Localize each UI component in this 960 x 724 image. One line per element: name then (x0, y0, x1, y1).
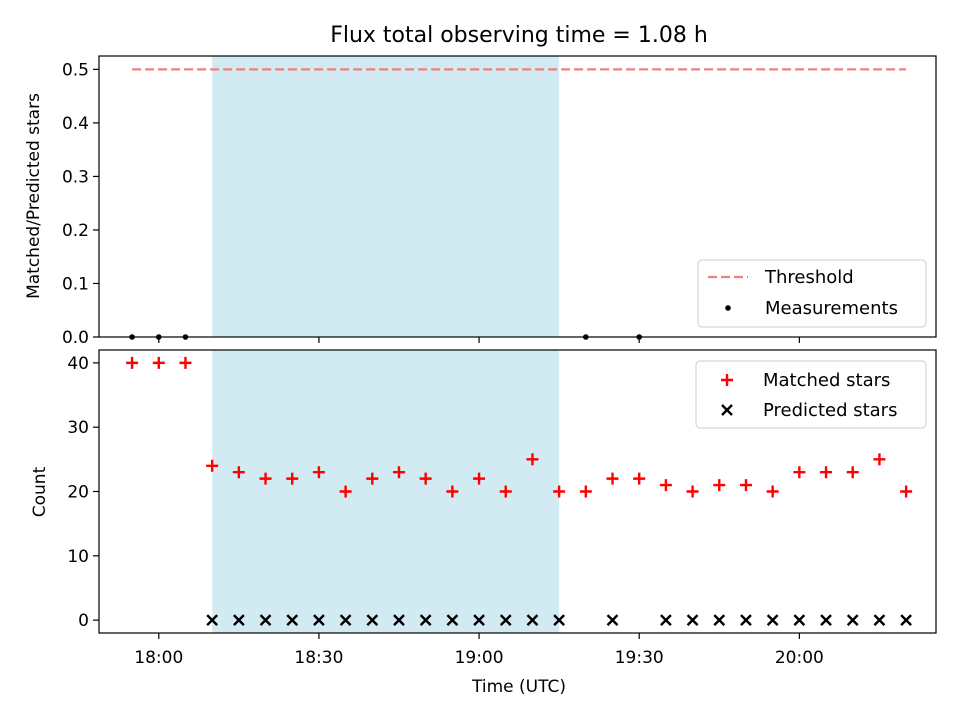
matched-star-point (366, 472, 379, 485)
matched-star-point (152, 356, 165, 369)
chart-title: Flux total observing time = 1.08 h (330, 23, 708, 48)
y-tick-label: 20 (67, 483, 89, 503)
bottom-panel: 0 10 20 30 40 18:00 18:30 19:00 19:30 20:00 Matche… (67, 349, 937, 668)
predicted-star-point (339, 614, 352, 626)
predicted-star-point (606, 614, 619, 626)
matched-star-point (739, 479, 752, 492)
matched-star-point (206, 459, 219, 472)
y-tick-label: 0.4 (62, 114, 89, 134)
matched-star-point (446, 485, 459, 498)
predicted-star-point (740, 614, 752, 626)
observing-span (212, 56, 560, 337)
top-panel: 0.0 0.1 0.2 0.3 0.4 0.5 Threshold Measurements (62, 55, 937, 348)
x-tick-label: 18:00 (134, 648, 183, 668)
predicted-star-point (526, 614, 539, 626)
y-tick-label: 0.1 (62, 274, 89, 294)
y-tick-label: 0.3 (62, 167, 89, 187)
x-tick-label: 19:30 (615, 648, 664, 668)
predicted-star-point (446, 614, 459, 626)
matched-star-point (606, 472, 619, 485)
predicted-star-point (366, 614, 379, 626)
legend-box (695, 360, 927, 429)
top-legend: Threshold Measurements (697, 259, 927, 328)
predicted-star-point (233, 614, 245, 626)
matched-star-point (526, 453, 539, 466)
legend-matched-swatch (721, 374, 733, 386)
predicted-star-point (313, 614, 325, 626)
y-tick-label: 0.2 (62, 221, 89, 241)
x-tick-label: 20:00 (775, 648, 824, 668)
matched-star-point (339, 485, 352, 498)
legend-predicted-swatch (721, 404, 733, 416)
predicted-star-point (259, 614, 272, 626)
legend-predicted-label: Predicted stars (763, 400, 897, 421)
predicted-star-point (393, 614, 405, 626)
matched-star-point (793, 466, 806, 479)
bottom-y-axis-label: Count (30, 466, 50, 517)
matched-star-point (499, 485, 512, 498)
y-tick-label: 10 (67, 547, 89, 567)
predicted-star-point (820, 614, 832, 626)
x-tick-label: 18:30 (294, 648, 343, 668)
y-tick-label: 0.0 (62, 328, 89, 348)
x-tick-label: 19:00 (455, 648, 504, 668)
predicted-star-point (553, 614, 565, 626)
matched-star-point (713, 479, 726, 492)
matched-star-point (179, 356, 192, 369)
y-tick-label: 40 (67, 354, 89, 374)
predicted-star-point (499, 614, 512, 626)
y-tick-label: 0 (78, 611, 89, 631)
predicted-star-point (846, 614, 859, 626)
predicted-star-point (713, 614, 726, 626)
matched-star-point (419, 472, 432, 485)
predicted-star-point (419, 614, 432, 626)
top-y-axis-label: Matched/Predicted stars (24, 93, 44, 299)
predicted-star-point (900, 614, 912, 626)
matched-star-point (232, 466, 245, 479)
x-axis-label: Time (UTC) (471, 677, 566, 697)
matched-star-point (686, 485, 699, 498)
y-tick-label: 0.5 (62, 60, 89, 80)
legend-box (697, 259, 927, 328)
legend-measurement-label: Measurements (765, 298, 898, 319)
predicted-star-point (686, 614, 699, 626)
predicted-star-point (206, 614, 219, 626)
y-tick-label: 30 (67, 418, 89, 438)
matched-star-point (633, 472, 646, 485)
predicted-star-point (286, 614, 299, 626)
matched-star-point (312, 466, 325, 479)
matched-star-point (259, 472, 272, 485)
predicted-star-point (873, 614, 886, 626)
legend-measurement-swatch (725, 305, 731, 311)
top-plot-frame (98, 55, 937, 338)
matched-star-point (766, 485, 779, 498)
matched-star-point (846, 466, 859, 479)
matched-star-point (553, 485, 566, 498)
matched-star-point (659, 479, 672, 492)
matched-star-point (392, 466, 405, 479)
matched-star-point (873, 453, 886, 466)
predicted-star-point (793, 614, 806, 626)
matched-star-point (579, 485, 592, 498)
matched-star-point (473, 472, 486, 485)
matched-star-point (286, 472, 299, 485)
predicted-star-point (660, 614, 672, 626)
bottom-legend: Matched stars Predicted stars (695, 360, 927, 429)
matched-star-point (126, 356, 139, 369)
legend-threshold-label: Threshold (764, 267, 854, 288)
legend-matched-label: Matched stars (763, 370, 890, 391)
predicted-star-point (473, 614, 485, 626)
bottom-plot-frame (98, 349, 937, 634)
matched-star-point (900, 485, 913, 498)
predicted-star-point (766, 614, 779, 626)
matched-star-point (820, 466, 833, 479)
